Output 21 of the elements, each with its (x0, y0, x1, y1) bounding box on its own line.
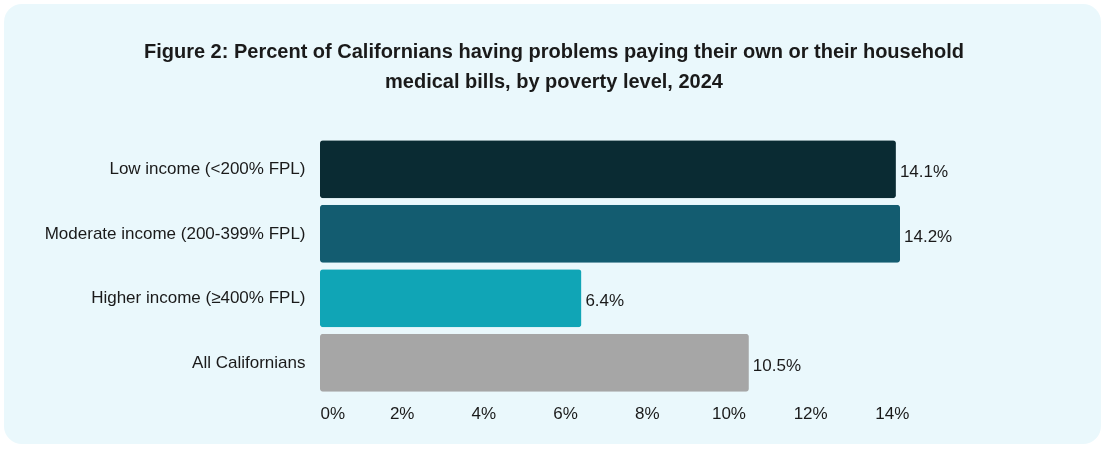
bar (320, 204, 900, 263)
y-tick-label: Low income (<200% FPL) (109, 159, 306, 179)
data-label: 14.2% (904, 226, 953, 246)
y-tick-label: Moderate income (200-399% FPL) (44, 223, 306, 243)
data-label: 6.4% (585, 291, 625, 311)
bar (320, 140, 896, 199)
y-tick-label: Higher income (≥400% FPL) (91, 288, 306, 308)
data-label: 14.1% (899, 162, 949, 182)
x-tick-label: 10% (711, 403, 746, 423)
x-tick-label: 14% (875, 403, 910, 423)
x-tick-label: 8% (634, 403, 660, 423)
chart-title: Figure 2: Percent of Californians having problems paying their own or their household medical bills, by poverty level, 2024 (142, 39, 966, 94)
x-tick-label: 6% (553, 403, 578, 423)
bar (320, 333, 749, 392)
x-tick-label: 12% (793, 403, 828, 423)
x-tick-label: 2% (389, 403, 415, 423)
x-tick-label: 4% (471, 403, 497, 423)
y-tick-label: All Californians (192, 352, 306, 372)
x-tick-label: 0% (320, 403, 346, 423)
data-label: 10.5% (752, 355, 802, 375)
bar (320, 269, 582, 328)
